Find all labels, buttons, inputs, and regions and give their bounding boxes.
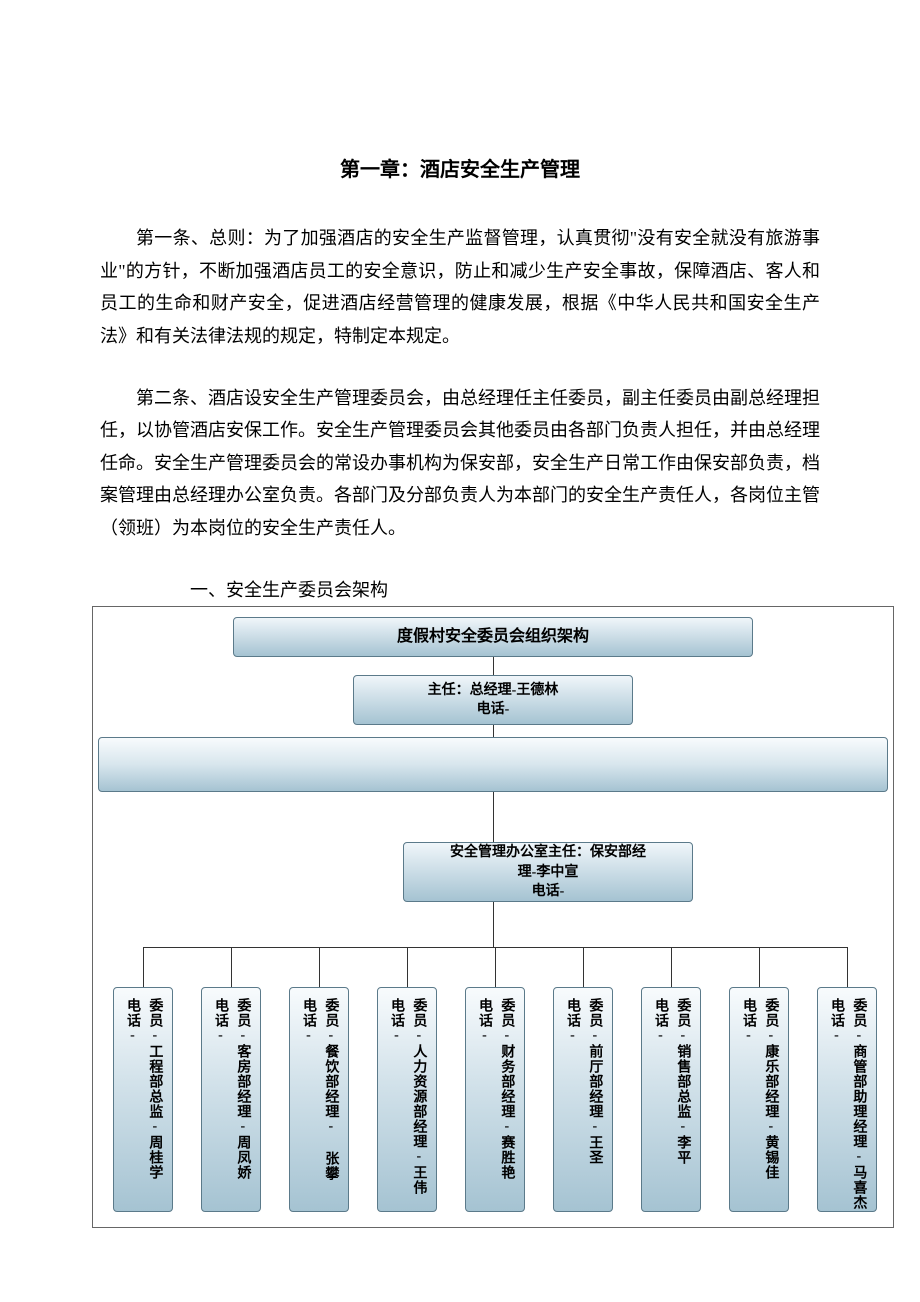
org-dept-box: 电话-委员-客房部经理-周凤娇 bbox=[201, 987, 261, 1212]
org-header-text: 度假村安全委员会组织架构 bbox=[397, 626, 589, 648]
dept-phone: 电话- bbox=[121, 998, 143, 1044]
org-line bbox=[407, 947, 408, 987]
org-dept-box: 电话-委员-工程部总监-周桂学 bbox=[113, 987, 173, 1212]
section-heading: 一、安全生产委员会架构 bbox=[100, 574, 820, 606]
org-dept-box: 电话-委员-人力资源部经理-王伟 bbox=[377, 987, 437, 1212]
org-dept-box: 电话-委员-康乐部经理-黄锡佳 bbox=[729, 987, 789, 1212]
dept-name: 委员-商管部助理经理-马喜杰 bbox=[847, 998, 869, 1210]
dept-name: 委员-销售部总监-李平 bbox=[671, 998, 693, 1165]
org-line bbox=[493, 792, 494, 842]
dept-name: 委员-工程部总监-周桂学 bbox=[143, 998, 165, 1180]
org-office-box: 安全管理办公室主任：保安部经 理-李中宣 电话- bbox=[403, 842, 693, 902]
dept-name: 委员-人力资源部经理-王伟 bbox=[407, 998, 429, 1195]
document-page: 第一章：酒店安全生产管理 第一条、总则：为了加强酒店的安全生产监督管理，认真贯彻… bbox=[0, 0, 920, 1268]
org-line bbox=[495, 947, 496, 987]
dept-phone: 电话- bbox=[737, 998, 759, 1044]
director-line1: 主任：总经理-王德林 bbox=[428, 681, 559, 701]
dept-phone: 电话- bbox=[473, 998, 495, 1044]
dept-name: 委员-餐饮部经理- 张攀 bbox=[319, 998, 341, 1181]
office-line1: 安全管理办公室主任：保安部经 bbox=[450, 843, 646, 863]
paragraph-1: 第一条、总则：为了加强酒店的安全生产监督管理，认真贯彻"没有安全就没有旅游事业"… bbox=[100, 222, 820, 352]
org-line bbox=[493, 725, 494, 737]
office-line2: 理-李中宣 bbox=[518, 863, 579, 883]
org-line bbox=[493, 902, 494, 947]
org-dept-box: 电话-委员-销售部总监-李平 bbox=[641, 987, 701, 1212]
org-director-box: 主任：总经理-王德林 电话- bbox=[353, 675, 633, 725]
org-line bbox=[143, 947, 144, 987]
dept-name: 委员-客房部经理-周凤娇 bbox=[231, 998, 253, 1180]
org-dept-box: 电话-委员-财务部经理-赛胜艳 bbox=[465, 987, 525, 1212]
chapter-title: 第一章：酒店安全生产管理 bbox=[100, 153, 820, 182]
dept-phone: 电话- bbox=[825, 998, 847, 1044]
dept-name: 委员-康乐部经理-黄锡佳 bbox=[759, 998, 781, 1180]
dept-phone: 电话- bbox=[561, 998, 583, 1044]
org-line bbox=[493, 657, 494, 675]
org-dept-box: 电话-委员-餐饮部经理- 张攀 bbox=[289, 987, 349, 1212]
org-line bbox=[231, 947, 232, 987]
dept-phone: 电话- bbox=[297, 998, 319, 1044]
org-header-box: 度假村安全委员会组织架构 bbox=[233, 617, 753, 657]
org-dept-box: 电话-委员-商管部助理经理-马喜杰 bbox=[817, 987, 877, 1212]
org-mid-bar bbox=[98, 737, 888, 792]
org-line bbox=[671, 947, 672, 987]
org-line bbox=[759, 947, 760, 987]
org-dept-box: 电话-委员-前厅部经理-王圣 bbox=[553, 987, 613, 1212]
org-line bbox=[319, 947, 320, 987]
dept-phone: 电话- bbox=[649, 998, 671, 1044]
paragraph-2: 第二条、酒店设安全生产管理委员会，由总经理任主任委员，副主任委员由副总经理担任，… bbox=[100, 382, 820, 544]
dept-name: 委员-财务部经理-赛胜艳 bbox=[495, 998, 517, 1180]
dept-phone: 电话- bbox=[209, 998, 231, 1044]
office-line3: 电话- bbox=[532, 882, 565, 902]
org-line bbox=[847, 947, 848, 987]
org-line bbox=[583, 947, 584, 987]
org-chart: 度假村安全委员会组织架构 主任：总经理-王德林 电话- 安全管理办公室主任：保安… bbox=[92, 606, 894, 1228]
dept-name: 委员-前厅部经理-王圣 bbox=[583, 998, 605, 1165]
director-line2: 电话- bbox=[477, 700, 510, 720]
dept-phone: 电话- bbox=[385, 998, 407, 1044]
